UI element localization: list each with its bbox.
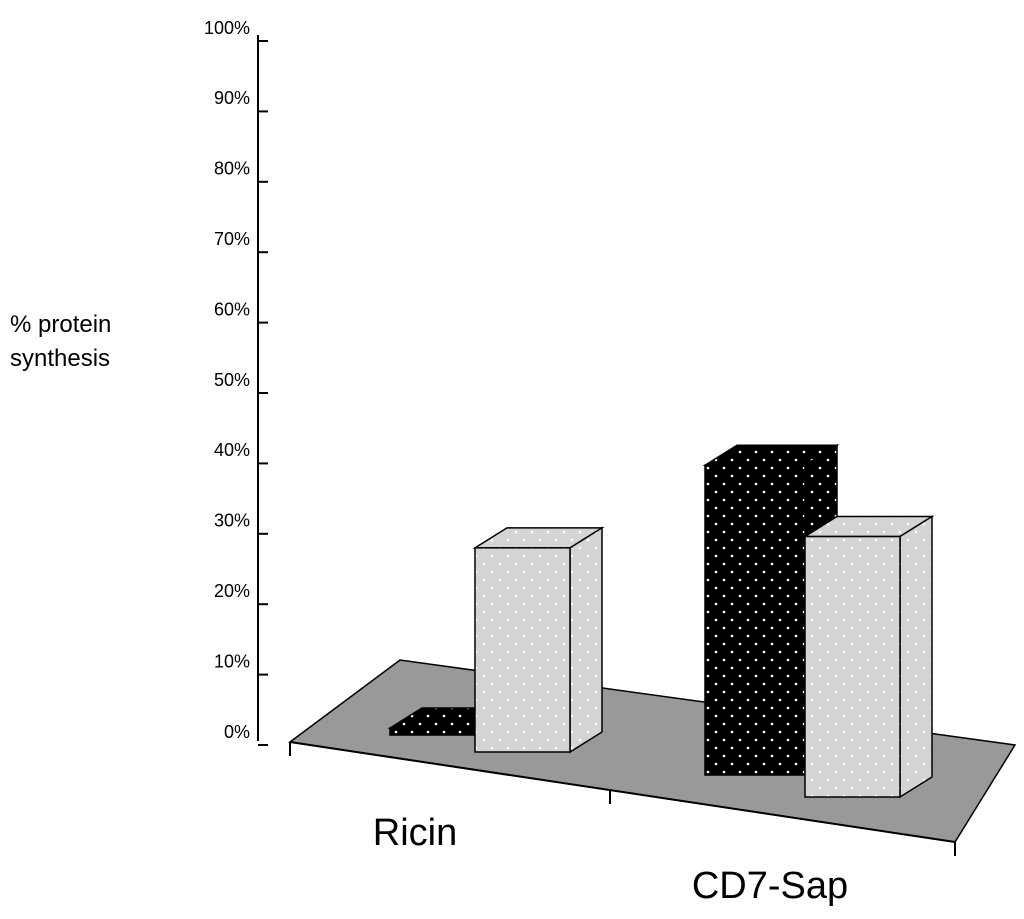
y-tick-label: 70% [214,229,250,249]
y-axis-title: % protein synthesis [10,311,112,372]
bar [704,464,806,776]
bar [389,727,476,736]
x-tick-label: CD7-Sap [692,865,848,907]
y-tick-label: 100% [204,18,250,38]
y-tick-label: 50% [214,370,250,390]
bar [804,535,901,798]
y-tick-label: 40% [214,440,250,460]
y-tick-label: 30% [214,511,250,531]
y-tick-label: 10% [214,651,250,671]
y-tick-label: 90% [214,88,250,108]
x-axis [289,741,956,843]
y-tick-label: 0% [224,722,250,742]
y-tick-label: 20% [214,581,250,601]
bar [474,547,571,753]
y-tick-label: 80% [214,159,250,179]
bar-side [899,515,933,799]
bar-side [569,526,603,754]
y-tick-label: 60% [214,299,250,319]
x-tick-label: Ricin [373,812,457,854]
